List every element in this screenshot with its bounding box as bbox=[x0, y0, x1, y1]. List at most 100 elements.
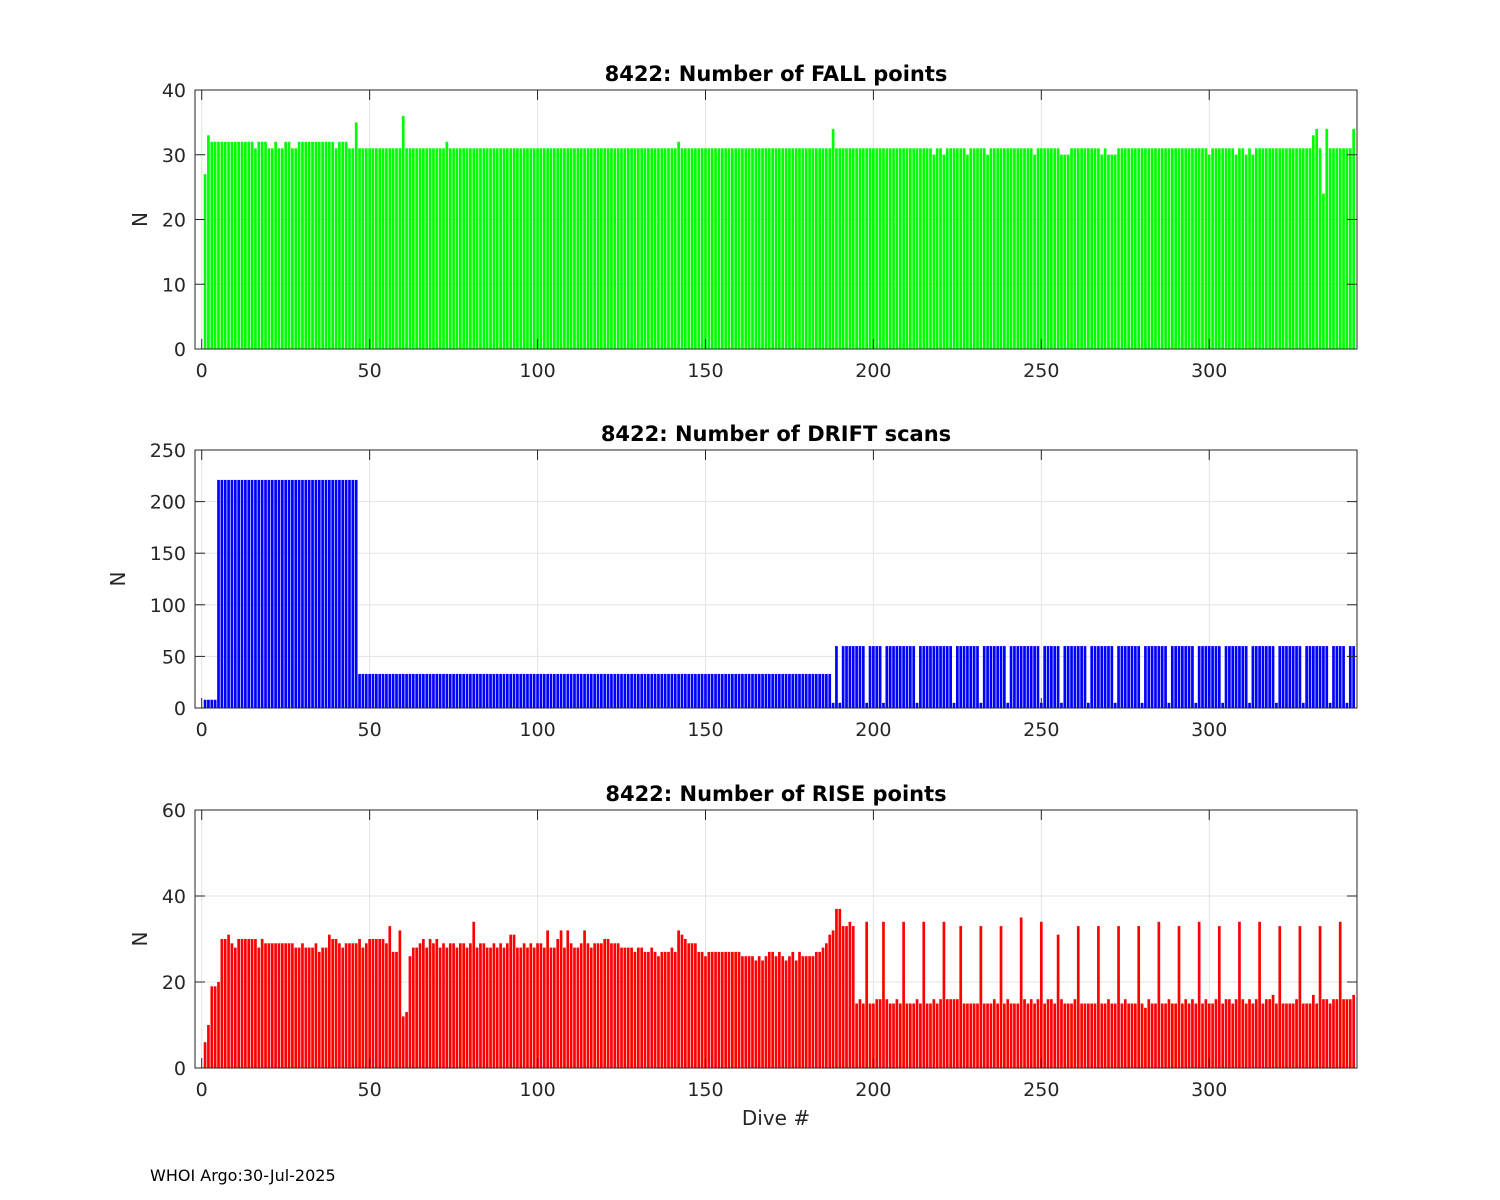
bar bbox=[841, 926, 845, 1068]
bar bbox=[364, 148, 368, 349]
bar bbox=[1046, 646, 1050, 708]
bar bbox=[1258, 646, 1261, 708]
bar bbox=[905, 1003, 909, 1068]
bar bbox=[1181, 148, 1184, 349]
bar bbox=[516, 947, 519, 1068]
bar bbox=[1174, 1003, 1177, 1068]
bar bbox=[613, 943, 617, 1068]
bar bbox=[976, 148, 979, 349]
bar bbox=[616, 673, 620, 708]
x-tick-label: 150 bbox=[687, 719, 723, 741]
bar bbox=[1201, 646, 1204, 708]
bar bbox=[821, 947, 825, 1068]
bar bbox=[831, 930, 835, 1068]
bar bbox=[388, 148, 392, 349]
bar bbox=[368, 939, 371, 1068]
bar bbox=[210, 986, 214, 1068]
bar bbox=[633, 951, 637, 1068]
bar bbox=[788, 956, 791, 1068]
bar bbox=[542, 148, 546, 349]
bar bbox=[1164, 1003, 1167, 1068]
bar bbox=[784, 148, 788, 349]
bar bbox=[438, 673, 442, 708]
bar bbox=[327, 934, 331, 1068]
bar bbox=[1248, 148, 1251, 349]
bar bbox=[264, 479, 267, 708]
bar bbox=[1244, 1003, 1248, 1068]
bar bbox=[868, 148, 872, 349]
bar bbox=[1335, 646, 1339, 708]
bar bbox=[422, 148, 425, 349]
x-tick-label: 150 bbox=[687, 360, 723, 382]
y-tick-label: 20 bbox=[162, 210, 186, 232]
bar bbox=[781, 956, 785, 1068]
bar bbox=[465, 148, 469, 349]
bar bbox=[717, 148, 721, 349]
bar bbox=[405, 1012, 408, 1068]
bar bbox=[341, 479, 345, 708]
bar bbox=[532, 673, 536, 708]
bar bbox=[640, 148, 644, 349]
bar bbox=[475, 947, 479, 1068]
bar bbox=[1093, 646, 1097, 708]
bar bbox=[499, 148, 502, 349]
bar bbox=[623, 673, 627, 708]
bar bbox=[999, 926, 1003, 1068]
bar bbox=[912, 148, 916, 349]
bar bbox=[583, 148, 586, 349]
bar bbox=[979, 926, 983, 1068]
bar bbox=[885, 148, 889, 349]
bar bbox=[381, 673, 385, 708]
bar bbox=[1127, 1003, 1130, 1068]
bar bbox=[935, 646, 939, 708]
bar bbox=[872, 1003, 875, 1068]
bar bbox=[418, 673, 422, 708]
bar bbox=[213, 699, 217, 708]
bar bbox=[371, 673, 375, 708]
bar bbox=[1184, 646, 1188, 708]
bar bbox=[425, 148, 429, 349]
y-tick-label: 0 bbox=[174, 1058, 186, 1080]
bar bbox=[724, 951, 727, 1068]
bar bbox=[855, 1003, 858, 1068]
bar bbox=[640, 947, 644, 1068]
bar bbox=[596, 943, 600, 1068]
bar bbox=[1238, 148, 1241, 349]
bar bbox=[885, 999, 889, 1068]
bar bbox=[908, 646, 912, 708]
bar bbox=[576, 947, 580, 1068]
bar bbox=[1318, 926, 1322, 1068]
bar bbox=[757, 148, 761, 349]
bar bbox=[778, 673, 781, 708]
axes-box bbox=[194, 809, 1358, 1069]
bar bbox=[287, 141, 291, 349]
bar bbox=[647, 148, 650, 349]
bar bbox=[1244, 646, 1248, 708]
bar bbox=[737, 148, 741, 349]
bar bbox=[529, 943, 533, 1068]
bar bbox=[408, 956, 412, 1068]
bar bbox=[670, 947, 674, 1068]
rise-points-panel: 0 50 100 150 200 250 300 0 20 40 60 8422: Number of… bbox=[128, 782, 1358, 1130]
bar bbox=[774, 673, 778, 708]
bar bbox=[814, 148, 818, 349]
bar bbox=[831, 702, 835, 708]
bar bbox=[694, 943, 697, 1068]
bar bbox=[1181, 646, 1184, 708]
bar bbox=[626, 947, 630, 1068]
bar bbox=[640, 673, 644, 708]
bar bbox=[1023, 148, 1026, 349]
bar bbox=[1140, 702, 1144, 708]
bar bbox=[650, 947, 654, 1068]
bar bbox=[280, 148, 284, 349]
bar bbox=[757, 673, 761, 708]
bar bbox=[472, 921, 476, 1068]
bar bbox=[1154, 646, 1157, 708]
bar bbox=[929, 148, 932, 349]
bar bbox=[1120, 646, 1124, 708]
bar bbox=[845, 926, 848, 1068]
bar bbox=[1103, 1003, 1107, 1068]
bar bbox=[341, 947, 345, 1068]
bar bbox=[626, 148, 630, 349]
bar bbox=[1177, 926, 1181, 1068]
